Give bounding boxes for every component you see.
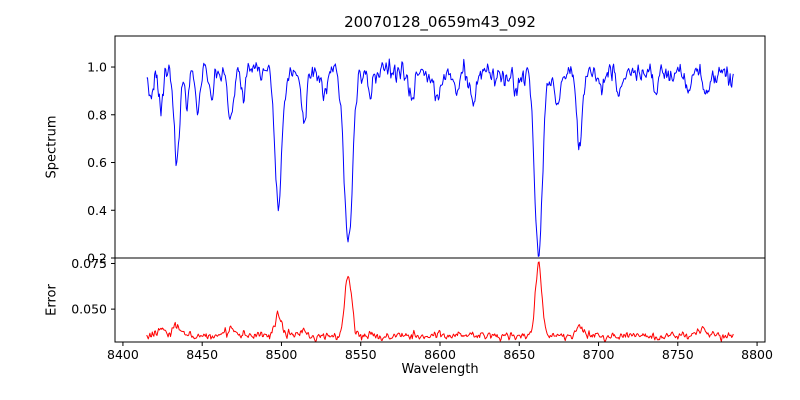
spectrum-y-tick-label: 0.6 bbox=[87, 155, 107, 170]
spectrum-y-axis-label: Spectrum bbox=[44, 115, 60, 179]
x-tick-label: 8700 bbox=[583, 347, 615, 362]
spectrum-y-tick-label: 0.4 bbox=[87, 203, 107, 218]
x-tick-label: 8550 bbox=[345, 347, 377, 362]
chart-title: 20070128_0659m43_092 bbox=[344, 13, 536, 31]
x-tick-label: 8800 bbox=[741, 347, 773, 362]
error-y-tick-label: 0.050 bbox=[71, 302, 107, 317]
spectrum-y-tick-label: 1.0 bbox=[87, 60, 107, 75]
x-tick-label: 8600 bbox=[424, 347, 456, 362]
error-panel-frame bbox=[114, 257, 766, 343]
error-y-tick-label: 0.075 bbox=[71, 256, 107, 271]
x-tick-label: 8400 bbox=[107, 347, 139, 362]
x-tick-label: 8500 bbox=[266, 347, 298, 362]
error-line bbox=[146, 261, 734, 343]
x-tick-label: 8750 bbox=[662, 347, 694, 362]
spectrum-panel-frame bbox=[114, 35, 766, 259]
x-tick-label: 8650 bbox=[503, 347, 535, 362]
spectrum-y-tick-label: 0.2 bbox=[87, 251, 107, 266]
spectrum-y-tick-label: 0.8 bbox=[87, 107, 107, 122]
x-axis-label: Wavelength bbox=[401, 362, 479, 377]
x-tick-label: 8450 bbox=[186, 347, 218, 362]
error-y-axis-label: Error bbox=[44, 284, 60, 316]
spectrum-line bbox=[146, 58, 734, 257]
